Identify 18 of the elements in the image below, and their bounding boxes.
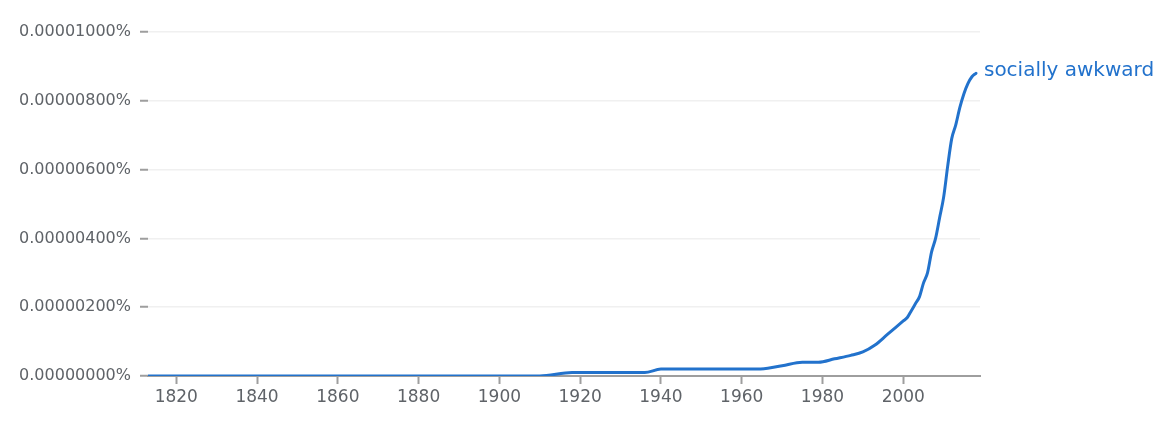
x-tick-label: 1840 [235,385,279,406]
x-tick-label: 1860 [316,385,360,406]
line-series [148,71,978,376]
y-tick-label: 0.00000600% [19,158,131,178]
x-tick-label: 1880 [396,385,441,406]
x-tick-label: 1980 [800,385,845,406]
x-tick-label: 1820 [154,385,198,406]
x-tick-label: 1900 [477,385,522,406]
y-tick-label: 0.00000200% [19,296,131,316]
x-tick-label: 1920 [558,385,602,406]
x-tick-label: 2000 [881,385,925,406]
x-tick-label: 1960 [720,385,764,406]
y-tick-label: 0.00001000% [19,21,131,41]
y-tick-label: 0.00000000% [19,365,131,385]
y-tick-label: 0.00000800% [19,89,131,109]
x-tick-label: 1940 [639,385,683,406]
series-label: socially awkward [983,57,1155,82]
y-tick-label: 0.00000400% [19,227,131,247]
